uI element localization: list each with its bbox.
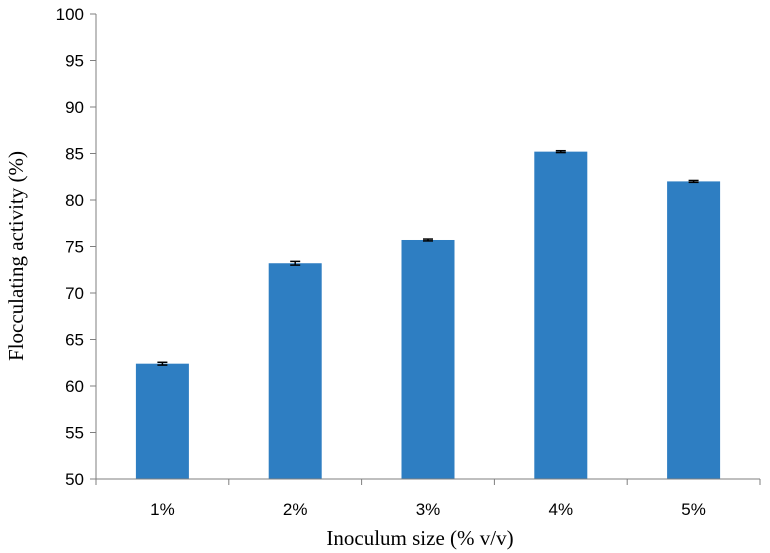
y-tick-label: 100 (56, 5, 84, 24)
y-tick-label: 75 (65, 238, 84, 257)
x-tick-label: 3% (416, 500, 441, 519)
x-axis-ticks: 1% 2% 3% 4% 5% (95, 479, 761, 519)
y-axis-ticks: 50 55 60 65 70 75 80 85 90 95 100 (56, 5, 96, 489)
y-tick-label: 55 (65, 424, 84, 443)
bar (401, 239, 455, 479)
x-tick-label: 5% (681, 500, 706, 519)
bar-series (135, 151, 721, 479)
bar (534, 151, 588, 479)
bar (135, 363, 189, 479)
y-tick-label: 85 (65, 145, 84, 164)
y-tick-label: 70 (65, 284, 84, 303)
bar (268, 263, 322, 479)
y-tick-label: 95 (65, 52, 84, 71)
y-axis-title: Flocculating activity (%) (4, 151, 28, 361)
bar (667, 181, 721, 479)
x-tick-label: 2% (283, 500, 308, 519)
y-tick-label: 90 (65, 98, 84, 117)
y-tick-label: 65 (65, 331, 84, 350)
x-axis-title: Inoculum size (% v/v) (326, 526, 513, 550)
x-tick-label: 4% (549, 500, 574, 519)
x-tick-label: 1% (150, 500, 175, 519)
y-tick-label: 60 (65, 377, 84, 396)
y-tick-label: 80 (65, 191, 84, 210)
error-bars (157, 149, 699, 366)
y-tick-label: 50 (65, 470, 84, 489)
